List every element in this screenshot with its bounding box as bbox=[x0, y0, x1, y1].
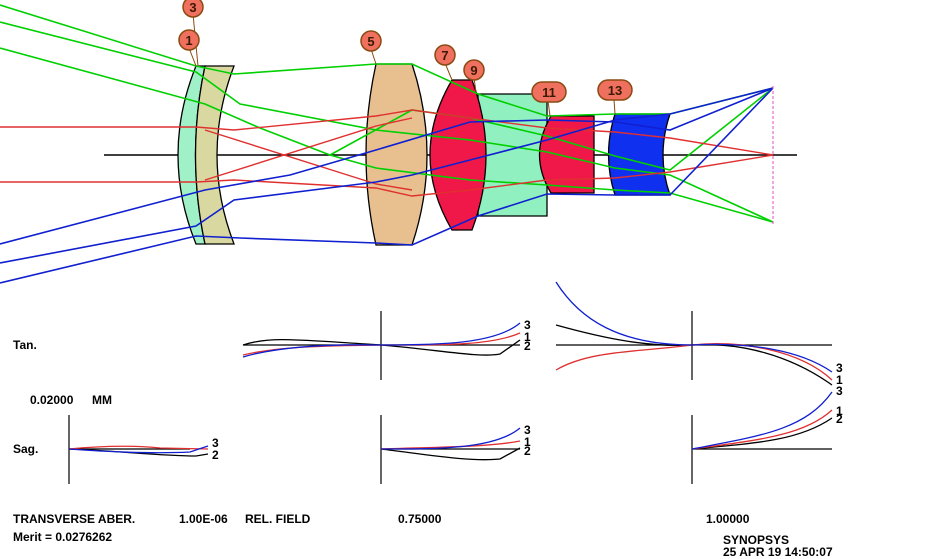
lens-element-5 bbox=[365, 63, 428, 246]
lens-group bbox=[177, 63, 671, 246]
surface-badge-1: 1 bbox=[178, 29, 200, 67]
surface-badge-text: 3 bbox=[189, 0, 196, 15]
rel-field-label: REL. FIELD bbox=[245, 512, 311, 526]
scale-value: 0.02000 bbox=[30, 393, 74, 407]
curve-label-1: 1 bbox=[836, 373, 843, 387]
lens-element-2 bbox=[194, 65, 235, 245]
ray-bundle-blue bbox=[0, 87, 774, 284]
curve-label-1: 1 bbox=[836, 404, 843, 418]
surface-badge-text: 13 bbox=[608, 83, 622, 98]
aberration-plots bbox=[68, 281, 833, 484]
program-name: SYNOPSYS bbox=[723, 533, 790, 547]
surface-badge-text: 9 bbox=[470, 63, 477, 78]
curve-label-3: 3 bbox=[524, 423, 531, 437]
surface-badge-13: 13 bbox=[597, 79, 633, 115]
surface-badge-11: 11 bbox=[531, 81, 567, 117]
curve-label-3: 3 bbox=[836, 384, 843, 398]
sag-curve-red-1 bbox=[691, 409, 833, 450]
sag-curve-blue-0 bbox=[68, 445, 209, 454]
surface-badge-text: 1 bbox=[185, 33, 192, 48]
surface-badge-text: 5 bbox=[367, 34, 374, 49]
lens-element-7 bbox=[429, 79, 487, 231]
curve-label-2: 2 bbox=[524, 444, 531, 458]
surface-badge-text: 7 bbox=[441, 48, 448, 63]
sag-curve-blue-1 bbox=[691, 391, 833, 450]
sag-curve-red-0 bbox=[68, 445, 209, 450]
sag-label: Sag. bbox=[13, 442, 39, 456]
curve-label-1: 1 bbox=[524, 435, 531, 449]
curve-label-2: 2 bbox=[212, 448, 219, 462]
field-value-100: 1.00000 bbox=[706, 512, 750, 526]
curve-label-2: 2 bbox=[524, 339, 531, 353]
tan-curve-blue-075 bbox=[242, 322, 521, 358]
timestamp: 25 APR 19 14:50:07 bbox=[723, 545, 833, 559]
curve-label-3: 3 bbox=[524, 318, 531, 332]
scale-unit: MM bbox=[92, 393, 112, 407]
sag-curve-black-1 bbox=[691, 417, 833, 450]
transverse-aber-label: TRANSVERSE ABER. bbox=[13, 512, 136, 526]
sag-curve-blue-075 bbox=[380, 427, 521, 450]
surface-badge-text: 11 bbox=[542, 85, 556, 100]
curve-number-labels: 3 2 3 1 2 3 1 2 3 1 3 1 2 bbox=[212, 318, 843, 462]
surface-badge-9: 9 bbox=[463, 59, 485, 93]
curve-label-3: 3 bbox=[212, 436, 219, 450]
tan-curve-black-1 bbox=[555, 324, 833, 386]
sag-curve-black-075 bbox=[380, 447, 521, 461]
curve-label-2: 2 bbox=[836, 412, 843, 426]
surface-badges: 3 1 5 7 9 11 13 bbox=[178, 0, 633, 117]
merit-value: Merit = 0.0276262 bbox=[13, 530, 113, 544]
surface-badge-7: 7 bbox=[434, 44, 456, 81]
curve-label-1: 1 bbox=[524, 330, 531, 344]
curve-label-3: 3 bbox=[836, 361, 843, 375]
wavelength-value: 1.00E-06 bbox=[179, 512, 228, 526]
field-value-075: 0.75000 bbox=[398, 512, 442, 526]
tan-label: Tan. bbox=[13, 338, 37, 352]
surface-badge-5: 5 bbox=[360, 30, 382, 65]
ray-bundle-red bbox=[0, 109, 774, 197]
tan-curve-blue-1 bbox=[555, 281, 833, 373]
